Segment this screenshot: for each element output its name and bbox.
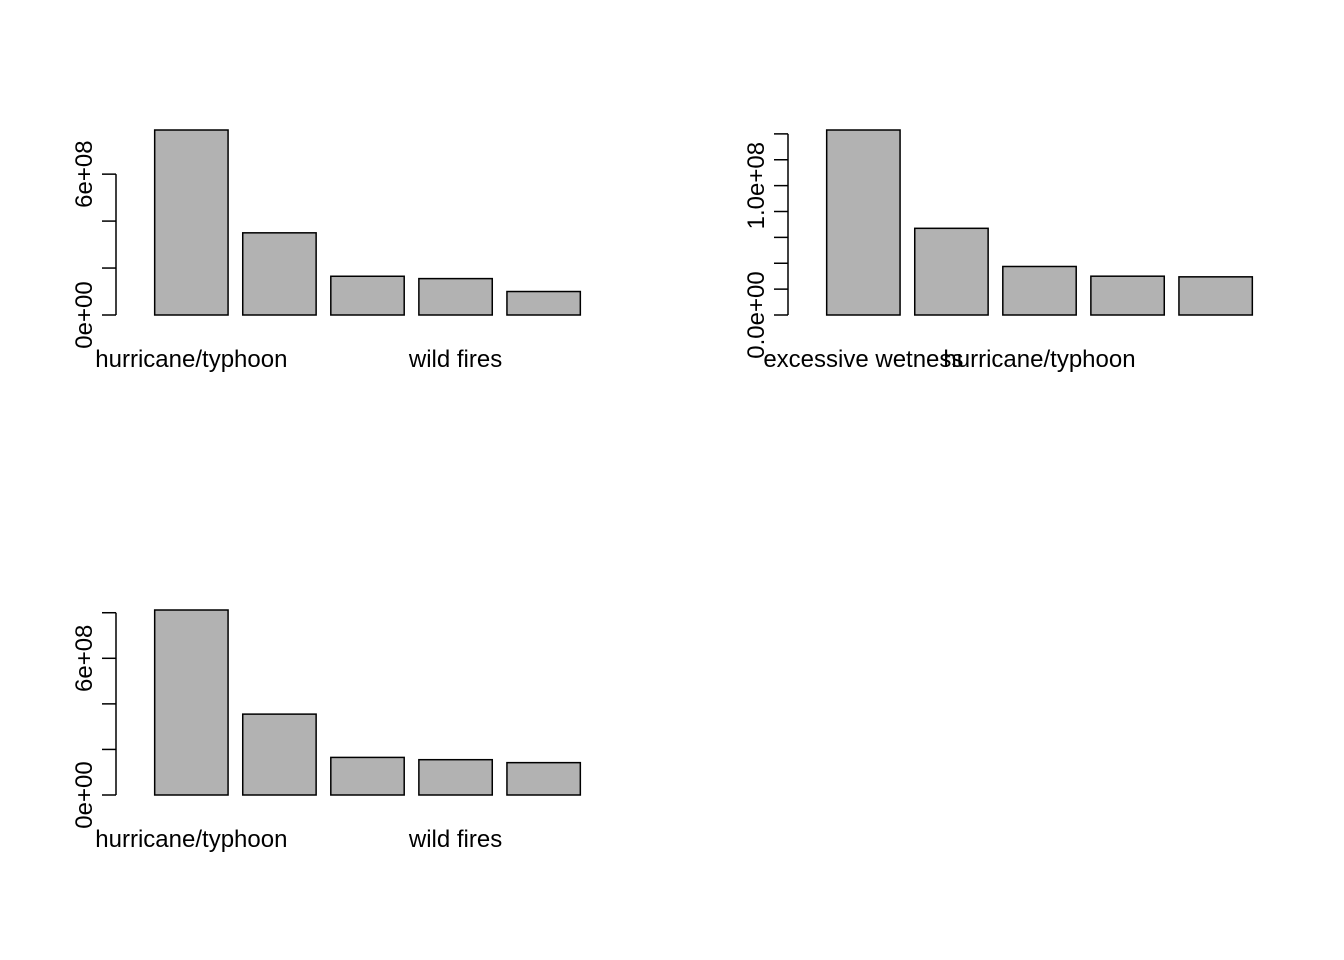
x-category-label: wild fires	[408, 826, 502, 853]
y-tick-label: 6e+08	[71, 625, 98, 692]
x-category-label: hurricane/typhoon	[95, 826, 287, 853]
bar	[825, 129, 901, 316]
bar-chart-3: 0e+00 6e+08 hurricane/typhoon wild fires	[71, 609, 582, 853]
bar	[1090, 275, 1166, 316]
bar	[153, 129, 229, 316]
y-tick-label: 6e+08	[71, 140, 98, 207]
bar	[330, 275, 405, 316]
bar	[330, 756, 405, 796]
bar	[418, 277, 494, 316]
bar	[506, 761, 582, 796]
bar	[1178, 276, 1254, 316]
bar-chart-1: 0e+00 6e+08 hurricane/typhoon wild fires	[71, 129, 582, 373]
bar	[241, 713, 317, 796]
x-category-label: excessive wetness	[763, 346, 963, 373]
x-category-label: wild fires	[408, 346, 502, 373]
bar-chart-2: 0.0e+00 1.0e+08 excessive wetnesshurricane…	[743, 129, 1254, 373]
bar	[1002, 265, 1077, 316]
x-category-label: hurricane/typhoon	[943, 346, 1135, 373]
bar	[913, 227, 989, 316]
x-category-label: hurricane/typhoon	[95, 346, 287, 373]
y-tick-label: 0.0e+00	[743, 271, 770, 358]
y-tick-label: 0e+00	[71, 761, 98, 828]
bar	[153, 609, 229, 796]
y-tick-label: 1.0e+08	[743, 142, 770, 229]
y-tick-label: 0e+00	[71, 281, 98, 348]
bar	[418, 758, 494, 796]
bar	[506, 290, 582, 316]
bar	[241, 232, 317, 316]
